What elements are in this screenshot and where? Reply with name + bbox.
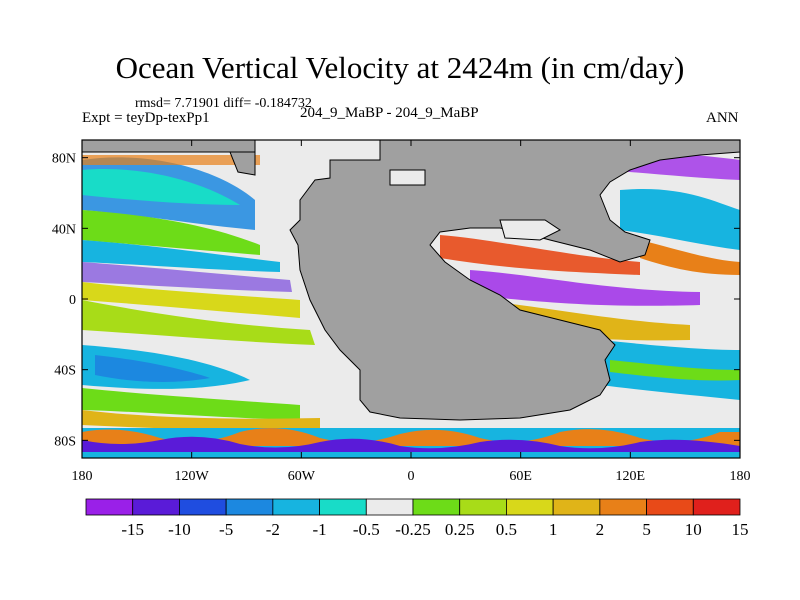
- x-tick-label: 120E: [616, 469, 646, 484]
- land-mass: [82, 140, 740, 421]
- colorbar-label: -2: [266, 520, 280, 539]
- colorbar-swatch: [552, 498, 601, 516]
- season-label: ANN: [706, 110, 739, 126]
- colorbar-swatch: [692, 498, 741, 516]
- colorbar-swatch: [506, 498, 554, 516]
- y-axis: 80N 40N 0 40S 80S: [52, 152, 740, 449]
- stats-text: rmsd= 7.71901 diff= -0.184732: [135, 96, 312, 111]
- colorbar-swatch: [459, 498, 507, 516]
- y-tick-label: 80N: [52, 152, 76, 167]
- colorbar-label: 0.25: [445, 520, 475, 539]
- colorbar-label: 5: [642, 520, 651, 539]
- y-tick-label: 40S: [54, 364, 76, 379]
- colorbar-swatch: [365, 498, 414, 516]
- velocity-field: [82, 152, 740, 458]
- plot-title: Ocean Vertical Velocity at 2424m (in cm/…: [115, 50, 685, 85]
- colorbar-swatch: [412, 498, 461, 516]
- period-label: 204_9_MaBP - 204_9_MaBP: [300, 105, 479, 121]
- colorbar-label: -1: [312, 520, 326, 539]
- map-plot-area: [82, 140, 740, 458]
- colorbar-label: -15: [121, 520, 144, 539]
- colorbar-label: 15: [732, 520, 749, 539]
- colorbar-swatch: [599, 498, 647, 516]
- colorbar-label: -5: [219, 520, 233, 539]
- y-tick-label: 80S: [54, 434, 76, 449]
- x-tick-label: 0: [408, 469, 415, 484]
- colorbar-label: -0.25: [395, 520, 430, 539]
- colorbar: -15 -10 -5 -2 -1 -0.5 -0.25 0.25 0.5 1 2 5 10 15: [85, 498, 749, 539]
- colorbar-swatch: [272, 498, 320, 516]
- x-tick-label: 60W: [288, 469, 316, 484]
- y-tick-label: 0: [69, 293, 76, 308]
- colorbar-label: -0.5: [353, 520, 380, 539]
- x-tick-label: 180: [730, 469, 751, 484]
- y-tick-label: 40N: [52, 222, 76, 237]
- colorbar-swatch: [319, 498, 367, 516]
- x-axis: 180 120W 60W 0 60E 120E 180: [72, 140, 751, 484]
- colorbar-label: -10: [168, 520, 191, 539]
- x-tick-label: 180: [72, 469, 93, 484]
- colorbar-label: 0.5: [496, 520, 517, 539]
- colorbar-label: 10: [685, 520, 702, 539]
- colorbar-swatch: [132, 498, 180, 516]
- x-tick-label: 60E: [509, 469, 532, 484]
- colorbar-swatch: [179, 498, 227, 516]
- x-tick-label: 120W: [175, 469, 210, 484]
- experiment-label: Expt = teyDp-texPp1: [82, 110, 210, 126]
- colorbar-label: 2: [596, 520, 605, 539]
- colorbar-swatch: [646, 498, 694, 516]
- colorbar-swatch: [85, 498, 134, 516]
- colorbar-swatch: [225, 498, 274, 516]
- colorbar-label: 1: [549, 520, 558, 539]
